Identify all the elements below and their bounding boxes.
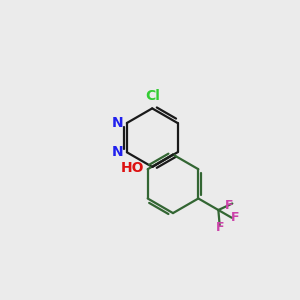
Text: N: N [111,145,123,159]
Text: F: F [230,211,239,224]
Text: N: N [111,116,123,130]
Text: HO: HO [120,161,144,175]
Text: F: F [225,199,233,212]
Text: F: F [215,221,224,234]
Text: Cl: Cl [145,89,160,103]
